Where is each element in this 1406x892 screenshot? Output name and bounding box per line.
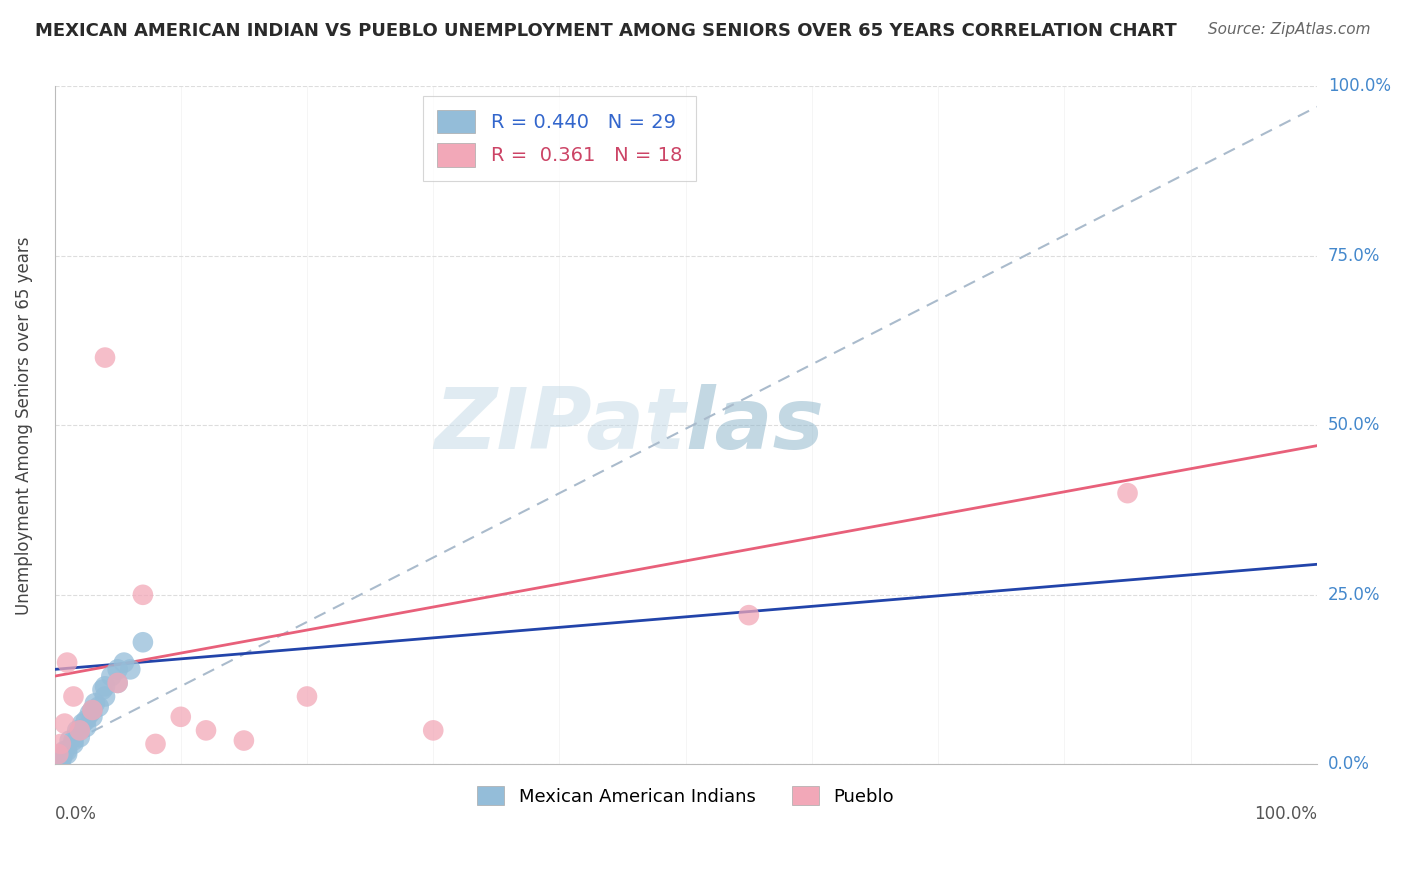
Text: 0.0%: 0.0% [1329,756,1369,773]
Point [295,690,318,704]
Text: 75.0%: 75.0% [1329,247,1381,265]
Point [132,588,155,602]
Text: MEXICAN AMERICAN INDIAN VS PUEBLO UNEMPLOYMENT AMONG SENIORS OVER 65 YEARS CORRE: MEXICAN AMERICAN INDIAN VS PUEBLO UNEMPL… [35,22,1177,40]
Text: 100.0%: 100.0% [1254,805,1317,823]
Point [82,710,104,724]
Point [738,608,761,623]
Point [53,744,76,758]
Text: ZIPat: ZIPat [434,384,686,467]
Point [87,699,110,714]
Point [72,716,94,731]
Point [56,744,79,758]
Point [75,713,97,727]
Point [107,676,129,690]
Point [46,747,69,761]
Point [62,737,84,751]
Point [84,696,107,710]
Text: las: las [686,384,824,467]
Point [422,723,444,738]
Point [120,662,142,676]
Point [62,733,84,747]
Point [107,662,129,676]
Point [82,703,104,717]
Point [107,676,129,690]
Text: 0.0%: 0.0% [55,805,97,823]
Point [112,656,135,670]
Y-axis label: Unemployment Among Seniors over 65 years: Unemployment Among Seniors over 65 years [15,236,32,615]
Text: 100.0%: 100.0% [1329,78,1391,95]
Point [82,703,104,717]
Text: 50.0%: 50.0% [1329,417,1381,434]
Point [46,754,69,768]
Point [145,737,167,751]
Point [53,716,76,731]
Point [195,723,218,738]
Point [62,690,84,704]
Point [66,723,89,738]
Point [69,730,91,744]
Point [170,710,193,724]
Point [100,669,122,683]
Point [56,656,79,670]
Point [132,635,155,649]
Point [59,733,82,747]
Point [75,720,97,734]
Legend: Mexican American Indians, Pueblo: Mexican American Indians, Pueblo [470,779,901,813]
Point [49,737,72,751]
Point [69,723,91,738]
Point [1116,486,1139,500]
Point [232,733,254,747]
Point [94,679,117,693]
Point [91,682,114,697]
Point [94,351,117,365]
Point [94,690,117,704]
Text: 25.0%: 25.0% [1329,586,1381,604]
Point [69,723,91,738]
Point [56,747,79,761]
Text: Source: ZipAtlas.com: Source: ZipAtlas.com [1208,22,1371,37]
Point [51,750,73,764]
Point [49,754,72,768]
Point [79,706,101,721]
